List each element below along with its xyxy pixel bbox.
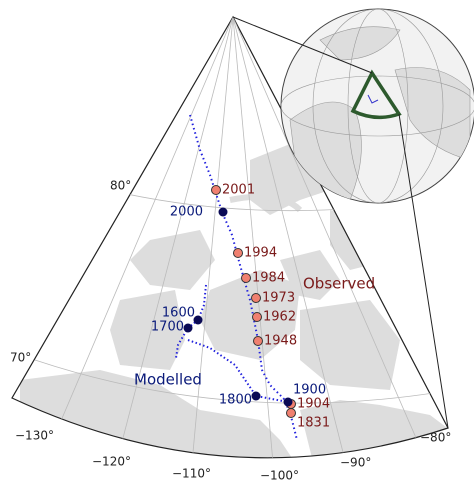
observed-label: Observed (303, 275, 375, 293)
modelled-year: 2000 (170, 205, 203, 220)
observed-point (211, 185, 221, 195)
observed-year: 1904 (297, 397, 330, 412)
map-frame (11, 15, 449, 459)
modelled-point (283, 397, 293, 407)
longitude-label: −130° (15, 429, 54, 443)
longitude-label: −80° (420, 431, 451, 445)
observed-point (251, 293, 261, 303)
observed-point (286, 408, 296, 418)
modelled-point (251, 391, 261, 401)
observed-point (241, 273, 251, 283)
longitude-label: −100° (260, 469, 299, 483)
observed-year: 1973 (262, 291, 295, 306)
modelled-point (183, 323, 193, 333)
longitude-label: −90° (340, 456, 371, 470)
observed-year: 1994 (244, 246, 277, 261)
modelled-point (193, 315, 203, 325)
land (20, 140, 448, 458)
observed-year: 1984 (252, 271, 285, 286)
modelled-label: Modelled (134, 371, 202, 389)
modelled-year: 1900 (293, 383, 326, 398)
observed-point (253, 336, 263, 346)
modelled-year: 1800 (219, 393, 252, 408)
globe (232, 8, 474, 429)
observed-year: 1962 (263, 310, 296, 325)
observed-point (233, 248, 243, 258)
latitude-label: 80° (110, 179, 131, 193)
longitude-label: −110° (172, 467, 211, 481)
observed-year: 2001 (222, 183, 255, 198)
modelled-path (175, 114, 298, 441)
modelled-year: 1700 (151, 320, 184, 335)
observed-point (252, 312, 262, 322)
observed-year: 1948 (264, 334, 297, 349)
latitude-label: 70° (10, 351, 31, 365)
modelled-point (218, 207, 228, 217)
longitude-label: −120° (92, 455, 131, 469)
observed-year: 1831 (297, 416, 330, 431)
modelled-year: 1600 (162, 306, 195, 321)
